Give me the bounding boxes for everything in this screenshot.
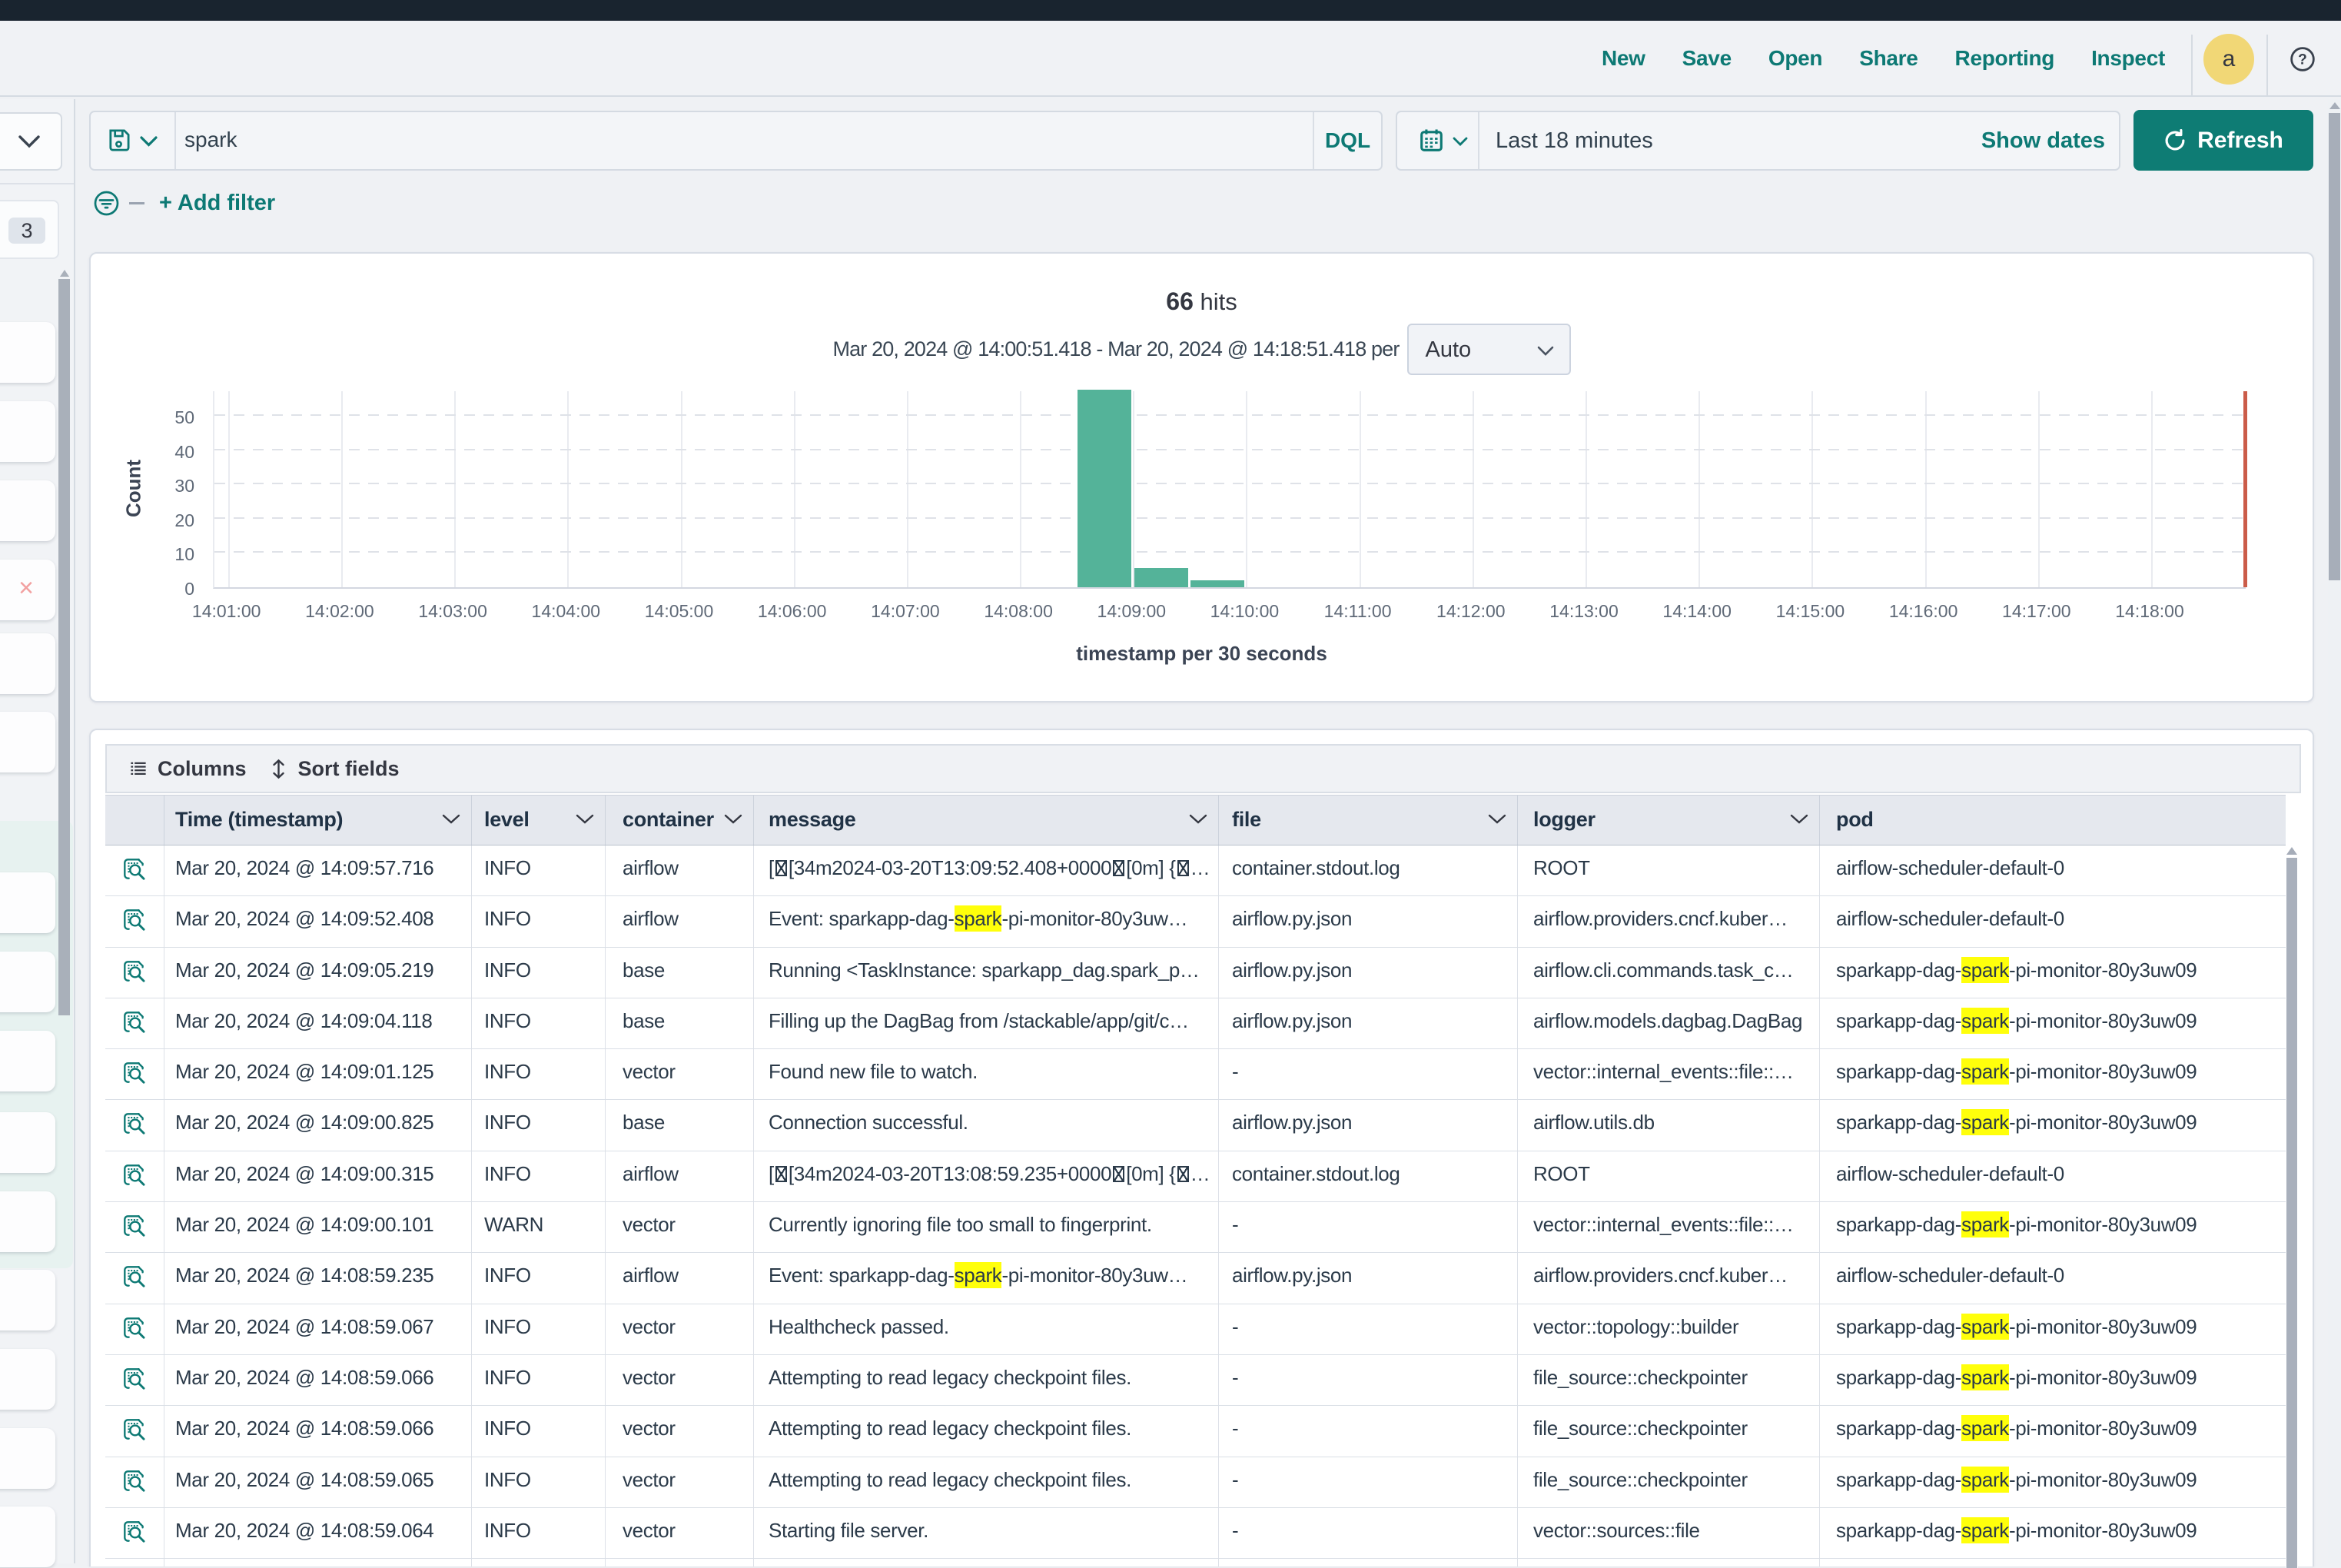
svg-text:?: ? bbox=[2298, 51, 2307, 68]
